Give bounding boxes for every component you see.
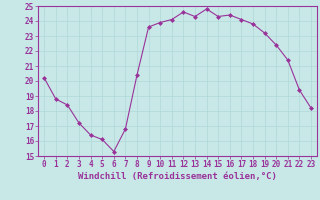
X-axis label: Windchill (Refroidissement éolien,°C): Windchill (Refroidissement éolien,°C) [78, 172, 277, 181]
